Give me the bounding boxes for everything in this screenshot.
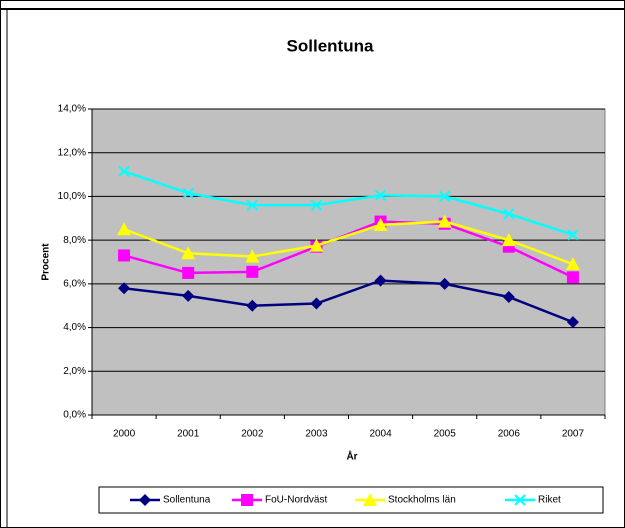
x-tick-label: 2004: [369, 429, 392, 440]
data-point: [502, 290, 515, 303]
data-point: [245, 249, 260, 263]
y-axis-label: Procent: [41, 243, 52, 281]
legend-marker: [363, 493, 377, 506]
data-point: [565, 257, 580, 271]
data-point: [117, 222, 132, 236]
data-point: [118, 282, 131, 295]
data-point: [438, 190, 451, 203]
data-point: [373, 217, 388, 231]
y-tick-label: 4,0%: [63, 322, 86, 333]
y-tick-label: 0,0%: [63, 410, 86, 421]
data-point: [501, 233, 516, 247]
series-line: [123, 220, 574, 266]
data-point: [566, 316, 579, 329]
data-point: [246, 265, 259, 278]
x-tick-label: 2000: [113, 429, 136, 440]
legend-label: Stockholms län: [388, 495, 456, 506]
y-tick-label: 12,0%: [58, 147, 86, 158]
x-tick-label: 2005: [434, 429, 457, 440]
data-point: [310, 199, 323, 211]
y-tick-label: 10,0%: [58, 191, 86, 202]
data-point: [309, 238, 324, 252]
data-point: [437, 214, 452, 228]
data-point: [118, 165, 130, 178]
plot-area: [91, 108, 606, 416]
x-tick-label: 2007: [562, 429, 585, 440]
data-point: [503, 208, 515, 220]
data-point: [374, 274, 387, 287]
data-point: [438, 277, 451, 290]
chart-title: Sollentuna: [287, 36, 374, 55]
data-point: [181, 246, 196, 260]
x-tick-label: 2002: [241, 429, 264, 440]
data-point: [182, 187, 194, 199]
x-tick-label: 2006: [498, 429, 521, 440]
data-point: [246, 199, 259, 211]
data-point: [182, 266, 195, 279]
y-tick-label: 6,0%: [63, 278, 86, 289]
y-tick-label: 14,0%: [58, 104, 86, 115]
legend-label: Riket: [538, 495, 561, 506]
data-point: [246, 299, 259, 312]
series-line: [123, 170, 574, 236]
data-point: [374, 189, 387, 202]
y-tick-label: 8,0%: [63, 235, 86, 246]
x-tick-label: 2003: [305, 429, 328, 440]
legend-label: FoU-Nordväst: [265, 495, 327, 506]
series-line: [123, 279, 574, 324]
x-tick-label: 2001: [177, 429, 200, 440]
data-point: [310, 297, 323, 310]
legend-label: Sollentuna: [163, 495, 211, 506]
data-point: [118, 249, 131, 262]
data-point: [567, 228, 579, 241]
y-tick-label: 2,0%: [63, 366, 86, 377]
legend-marker: [514, 494, 526, 506]
data-point: [566, 271, 579, 284]
legend-marker: [241, 494, 253, 506]
x-axis-label: År: [346, 450, 357, 463]
data-point: [182, 289, 195, 302]
legend-marker: [139, 494, 151, 506]
